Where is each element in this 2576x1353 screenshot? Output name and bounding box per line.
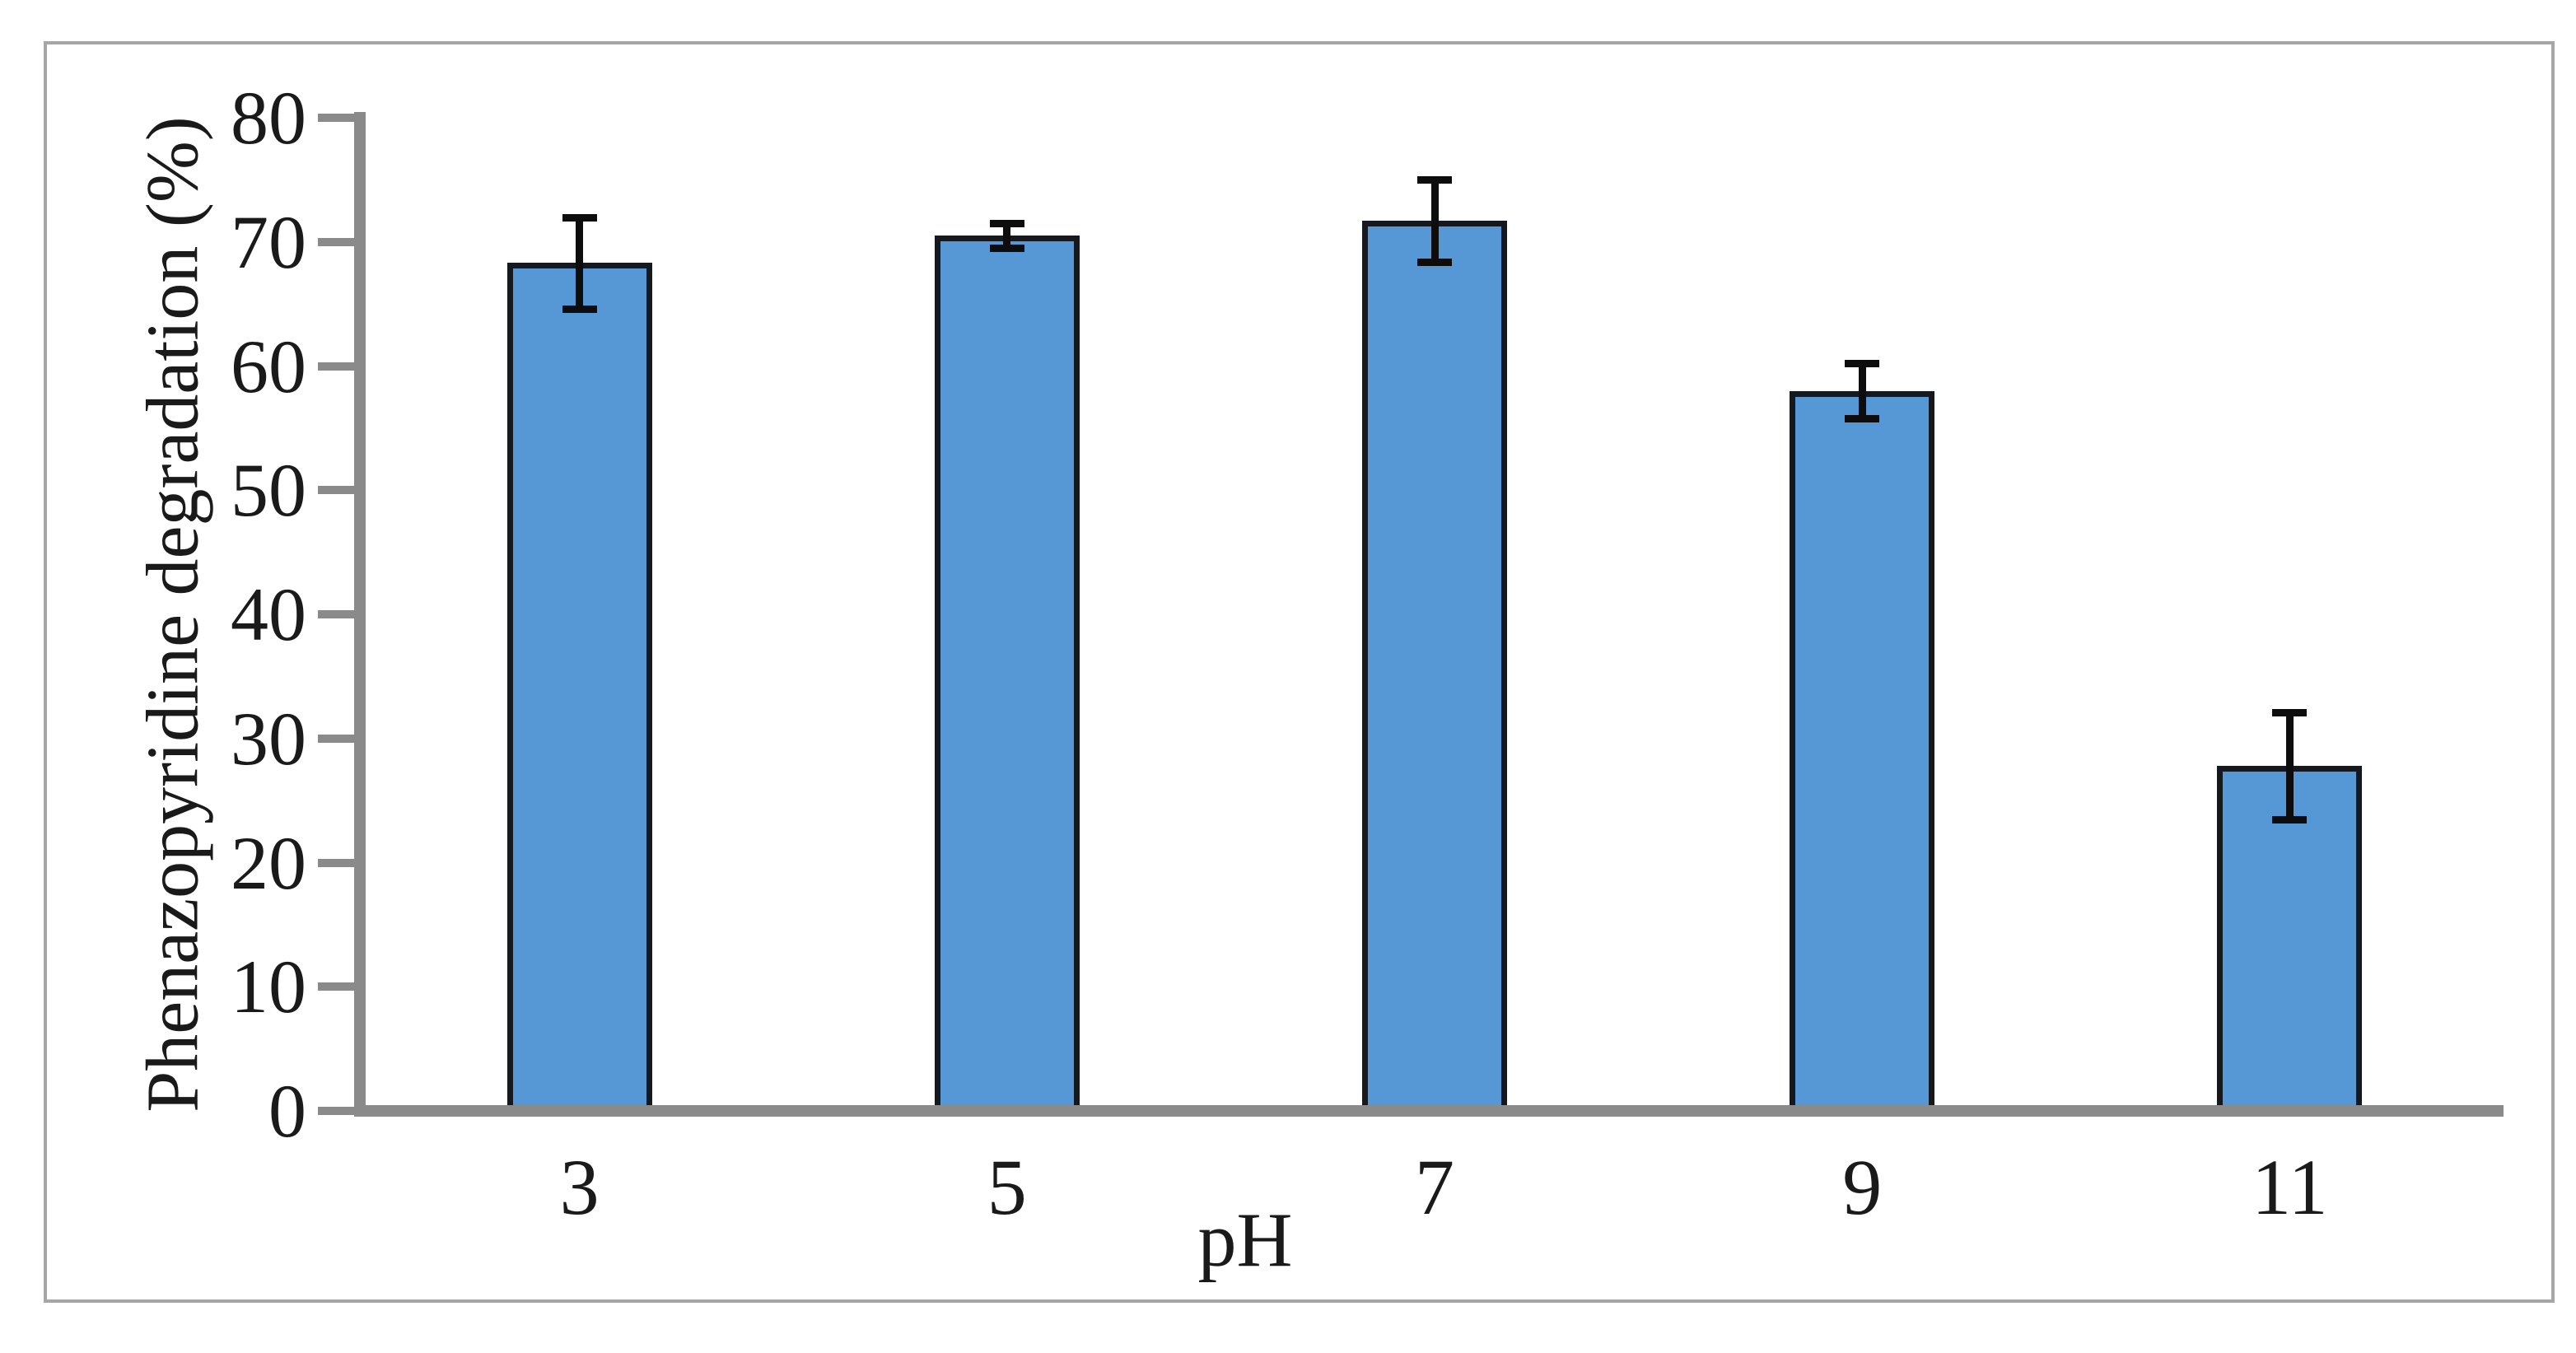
y-tick-mark (318, 237, 354, 246)
y-tick-mark (318, 982, 354, 991)
y-tick-label: 70 (231, 199, 306, 284)
y-tick-label: 0 (268, 1069, 306, 1153)
error-bar-cap (1845, 360, 1880, 368)
error-bar (1430, 180, 1439, 262)
x-tick-label: 9 (1842, 1143, 1883, 1231)
bar-ph-7 (1362, 221, 1507, 1117)
error-bar-cap (989, 220, 1024, 228)
y-tick-mark (318, 362, 354, 371)
error-bar-cap (1845, 414, 1880, 422)
error-bar-cap (1417, 258, 1452, 266)
y-tick-label: 40 (231, 572, 306, 656)
y-tick-label: 50 (231, 448, 306, 533)
bar-ph-11 (2217, 765, 2363, 1117)
y-tick-label: 60 (231, 324, 306, 408)
y-tick-mark (318, 858, 354, 867)
y-tick-mark (318, 734, 354, 743)
bar-ph-3 (506, 263, 652, 1117)
x-tick-label: 3 (559, 1143, 600, 1231)
error-bar-cap (2272, 709, 2308, 717)
y-tick-label: 20 (231, 820, 306, 905)
x-tick-label: 11 (2252, 1143, 2328, 1231)
error-bar-cap (562, 306, 597, 314)
x-tick-label: 5 (987, 1143, 1027, 1231)
y-tick-label: 30 (231, 696, 306, 781)
y-tick-mark (318, 114, 354, 122)
chart-frame-border (44, 41, 2555, 1303)
error-bar (576, 217, 584, 310)
x-axis-line (354, 1105, 2504, 1117)
error-bar-cap (562, 213, 597, 222)
x-axis-title: pH (1197, 1197, 1293, 1283)
bar-ph-5 (934, 236, 1080, 1117)
y-tick-label: 80 (231, 76, 306, 160)
error-bar-cap (989, 245, 1024, 253)
x-tick-label: 7 (1415, 1143, 1454, 1231)
bar-ph-9 (1790, 390, 1935, 1117)
y-tick-label: 10 (231, 945, 306, 1029)
error-bar-cap (1417, 176, 1452, 184)
y-tick-mark (318, 486, 354, 495)
y-tick-mark (318, 1107, 354, 1115)
y-tick-mark (318, 610, 354, 618)
error-bar (1858, 363, 1866, 418)
error-bar-cap (2272, 815, 2308, 823)
error-bar (2285, 712, 2294, 819)
error-bar (1003, 223, 1011, 249)
y-axis-line (354, 112, 366, 1117)
